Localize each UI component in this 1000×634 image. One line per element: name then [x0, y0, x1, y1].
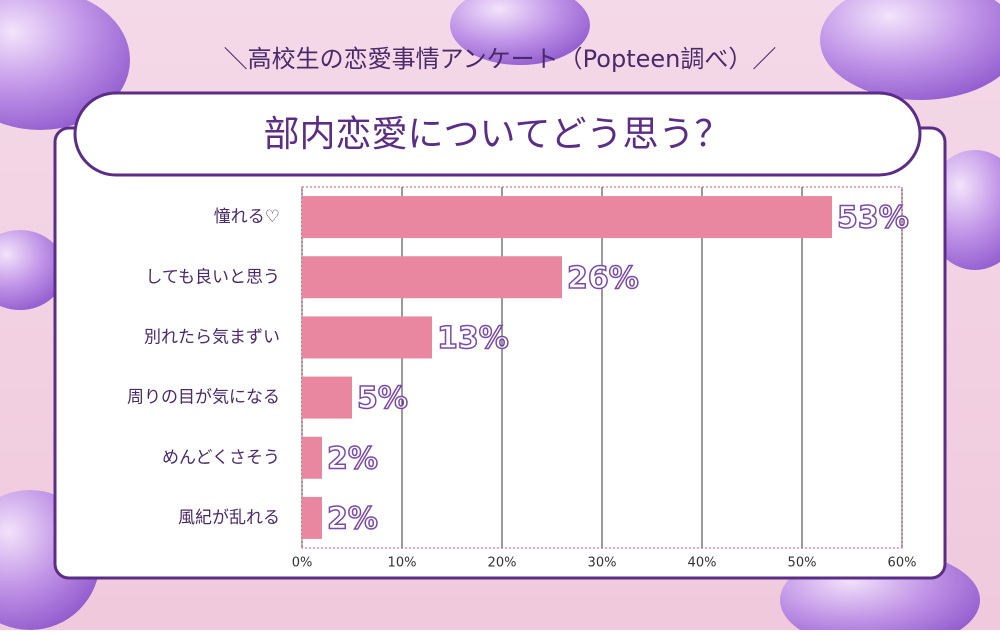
- bar: [302, 376, 352, 419]
- y-tick-label: しても良いと思う: [145, 267, 280, 287]
- chart-title: 部内恋愛についてどう思う？: [264, 114, 731, 155]
- y-tick-label: 別れたら気まずい: [144, 327, 280, 347]
- x-tick-label: 40%: [688, 556, 717, 571]
- value-label: 53%: [837, 201, 909, 236]
- bar: [302, 316, 432, 359]
- x-tick-label: 50%: [788, 556, 817, 571]
- plot-border: [301, 186, 903, 549]
- bar: [302, 436, 322, 479]
- x-tick-label: 20%: [488, 556, 517, 571]
- header: ＼高校生の恋愛事情アンケート（Popteen調べ）／: [224, 45, 777, 73]
- bar: [302, 256, 562, 299]
- y-tick-label: めんどくさそう: [162, 448, 280, 468]
- bar: [302, 196, 832, 239]
- value-label: 26%: [567, 261, 639, 296]
- value-label: 13%: [437, 321, 509, 356]
- value-label: 2%: [327, 501, 378, 536]
- x-tick-label: 0%: [292, 556, 313, 571]
- title-pill: [73, 91, 922, 177]
- x-tick-label: 30%: [588, 556, 617, 571]
- y-tick-label: 憧れる♡: [214, 207, 280, 227]
- value-label: 2%: [327, 441, 378, 476]
- x-tick-label: 60%: [888, 556, 917, 571]
- y-tick-label: 周りの目が気になる: [127, 388, 280, 408]
- y-tick-label: 風紀が乱れる: [178, 508, 280, 528]
- bar: [302, 496, 322, 539]
- value-label: 5%: [357, 381, 408, 416]
- x-tick-label: 10%: [388, 556, 417, 571]
